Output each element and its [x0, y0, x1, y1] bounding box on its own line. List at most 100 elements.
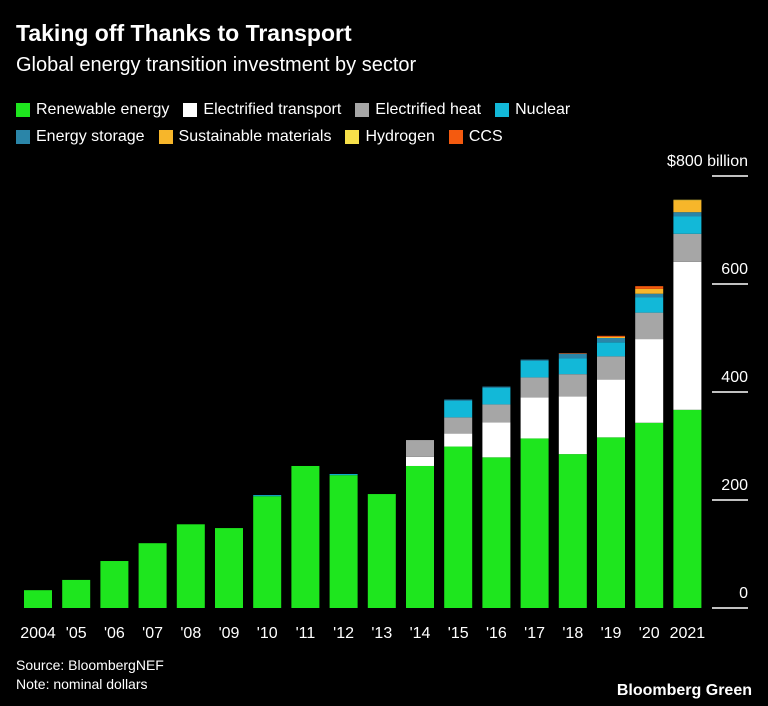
y-tick-label: 200: [721, 477, 748, 494]
bar-segment: [520, 360, 549, 378]
bar-segment: [597, 356, 625, 380]
bar-segment: [291, 465, 320, 608]
bar-segment: [406, 456, 434, 466]
legend-label: Sustainable materials: [178, 128, 332, 145]
source-text: Source: BloombergNEF: [16, 657, 164, 673]
legend-swatch: [183, 103, 198, 117]
bar-segment: [253, 495, 282, 497]
x-tick-label: '10: [257, 625, 278, 642]
legend-item: Hydrogen: [345, 125, 435, 149]
bar-segment: [444, 433, 473, 447]
legend-label: Energy storage: [36, 128, 145, 145]
bar-segment: [482, 404, 511, 423]
legend-swatch: [495, 103, 510, 117]
chart-title: Taking off Thanks to Transport: [16, 20, 352, 46]
y-tick-label: 0: [739, 585, 748, 602]
legend-swatch: [345, 130, 360, 144]
bar-segment: [482, 422, 511, 458]
bar-segment: [597, 335, 625, 337]
bar-segment: [482, 386, 511, 388]
chart-subtitle: Global energy transition investment by s…: [16, 54, 417, 76]
bar-segment: [329, 474, 358, 476]
legend-item: Nuclear: [495, 98, 570, 122]
bar-segment: [597, 338, 625, 343]
bar-segment: [444, 399, 473, 401]
x-tick-label: '13: [371, 625, 392, 642]
bar-segment: [444, 446, 473, 608]
legend-label: Electrified transport: [203, 101, 342, 118]
bar-segment: [673, 199, 702, 201]
bar-segment: [406, 465, 434, 608]
bar-segment: [520, 359, 549, 361]
bar-segment: [520, 377, 549, 398]
bar-segment: [673, 200, 702, 213]
bar-segment: [176, 524, 205, 608]
bar-segment: [635, 288, 664, 294]
x-tick-label: '09: [219, 625, 240, 642]
bar-segment: [558, 353, 587, 354]
x-tick-label: '12: [333, 625, 354, 642]
bar-segment: [444, 417, 473, 434]
x-tick-label: '15: [448, 625, 469, 642]
legend-label: CCS: [468, 128, 503, 145]
bar-segment: [635, 422, 664, 608]
bar-segment: [24, 590, 52, 608]
bar-segment: [558, 358, 587, 375]
bar-segment: [597, 379, 625, 438]
x-tick-label: '19: [601, 625, 622, 642]
bar-segment: [100, 561, 129, 608]
source-note: Source: BloombergNEF Note: nominal dolla…: [16, 656, 164, 694]
x-tick-label: '20: [639, 625, 660, 642]
bar-segment: [673, 233, 702, 262]
bar-segment: [558, 353, 587, 359]
bar-segment: [253, 496, 282, 608]
legend-swatch: [16, 103, 30, 117]
bar-segment: [62, 579, 91, 608]
legend-item: Electrified transport: [183, 98, 341, 122]
x-tick-label: '11: [296, 625, 316, 642]
x-tick-label: '07: [142, 625, 163, 642]
x-tick-label: '17: [524, 625, 545, 642]
bar-segment: [138, 543, 167, 608]
legend-item: Energy storage: [16, 125, 145, 149]
legend: Renewable energy Electrified transport Ele…: [16, 98, 756, 152]
bar-segment: [520, 438, 549, 608]
bar-segment: [635, 312, 664, 340]
legend-item: CCS: [448, 125, 503, 149]
bar-segment: [558, 454, 587, 608]
legend-swatch: [448, 130, 463, 144]
bar-segment: [597, 342, 625, 357]
bar-segment: [673, 212, 702, 217]
x-tick-label: 2021: [670, 625, 706, 642]
bar-segment: [673, 261, 702, 410]
legend-swatch: [355, 103, 370, 117]
bar-segment: [597, 437, 625, 608]
bar-segment: [635, 339, 664, 423]
legend-item: Sustainable materials: [158, 125, 332, 149]
bar-segment: [597, 336, 625, 338]
note-text: Note: nominal dollars: [16, 676, 148, 692]
bar-segment: [635, 293, 664, 298]
bar-segment: [215, 528, 243, 608]
x-tick-label: '18: [562, 625, 583, 642]
legend-label: Nuclear: [515, 101, 571, 118]
legend-item: Renewable energy: [16, 98, 169, 122]
legend-label: Renewable energy: [36, 101, 170, 118]
bar-segment: [635, 297, 664, 313]
legend-swatch: [158, 130, 173, 144]
bar-segment: [329, 475, 358, 608]
legend-label: Electrified heat: [375, 101, 482, 118]
x-tick-label: '16: [486, 625, 507, 642]
bar-segment: [673, 216, 702, 234]
y-tick-label: 600: [721, 261, 748, 278]
bar-segment: [367, 494, 396, 608]
x-tick-label: '08: [180, 625, 201, 642]
bar-segment: [406, 440, 434, 457]
bar-segment: [482, 387, 511, 405]
x-tick-label: '05: [66, 625, 87, 642]
legend-item: Electrified heat: [355, 98, 481, 122]
bar-segment: [482, 457, 511, 608]
x-tick-label: 2004: [20, 625, 56, 642]
x-tick-label: '06: [104, 625, 125, 642]
